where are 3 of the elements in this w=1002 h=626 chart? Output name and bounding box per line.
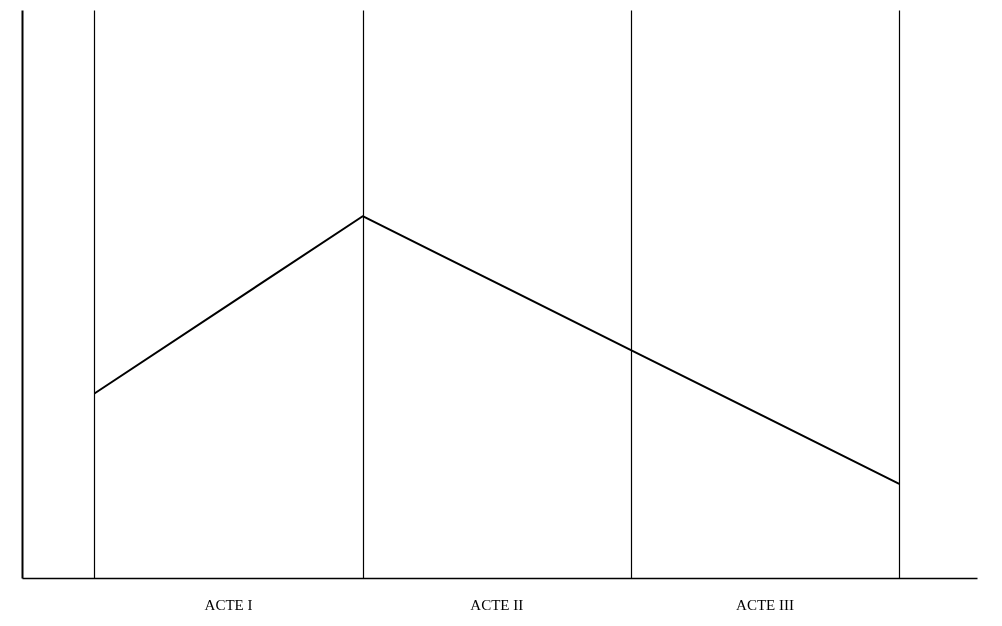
text: ACTE III <box>736 597 795 613</box>
text: ACTE I <box>204 597 253 613</box>
text: ACTE II <box>470 597 524 613</box>
